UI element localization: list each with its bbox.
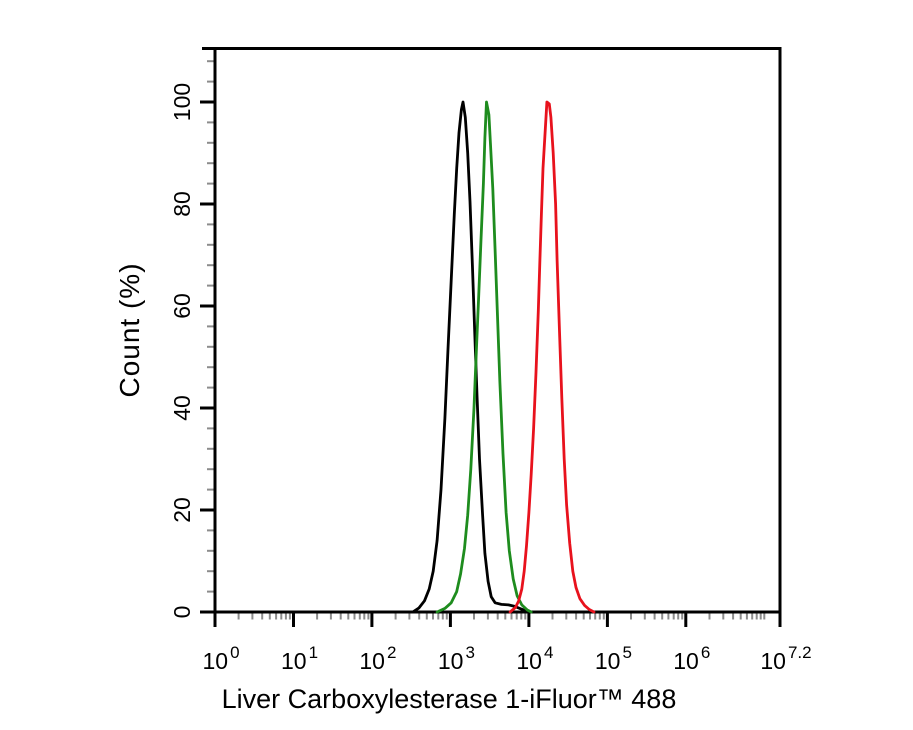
x-tick-label: 10 2 <box>359 643 396 674</box>
x-tick-label: 10 6 <box>673 643 710 674</box>
x-tick-label: 10 0 <box>202 643 239 674</box>
major-ticks <box>200 47 782 627</box>
x-tick-base: 10 <box>516 648 542 674</box>
y-tick-label: 60 <box>169 293 195 319</box>
y-tick-label: 40 <box>169 395 195 421</box>
y-tick-label: 80 <box>169 191 195 217</box>
plot-frame <box>213 47 782 614</box>
x-tick-exponent: 0 <box>230 643 239 662</box>
y-tick-label: 100 <box>169 83 195 121</box>
histogram-curves <box>411 100 596 614</box>
curve-green <box>435 100 533 614</box>
x-tick-exponent: 1 <box>309 643 318 662</box>
x-tick-label: 10 4 <box>516 643 553 674</box>
x-tick-exponent: 6 <box>701 643 710 662</box>
x-tick-base: 10 <box>760 648 786 674</box>
x-tick-exponent: 5 <box>622 643 631 662</box>
x-tick-base: 10 <box>438 648 464 674</box>
x-tick-label: 10 3 <box>438 643 475 674</box>
x-tick-exponent: 2 <box>387 643 396 662</box>
x-tick-label: 10 1 <box>281 643 318 674</box>
x-tick-base: 10 <box>595 648 621 674</box>
y-axis-title: Count (%) <box>114 262 145 398</box>
curve-red <box>508 100 596 614</box>
y-tick-label: 20 <box>169 497 195 523</box>
x-tick-exponent: 7.2 <box>788 643 812 662</box>
x-tick-exponent: 3 <box>465 643 474 662</box>
x-tick-base: 10 <box>673 648 699 674</box>
x-tick-label: 10 5 <box>595 643 632 674</box>
x-axis-title: Liver Carboxylesterase 1-iFluor™ 488 <box>221 684 677 714</box>
y-tick-label: 0 <box>169 606 195 619</box>
x-tick-base: 10 <box>202 648 228 674</box>
curve-black <box>411 100 532 614</box>
x-tick-base: 10 <box>281 648 307 674</box>
x-tick-label: 10 7.2 <box>760 643 811 674</box>
x-tick-base: 10 <box>359 648 385 674</box>
x-tick-exponent: 4 <box>544 643 553 662</box>
